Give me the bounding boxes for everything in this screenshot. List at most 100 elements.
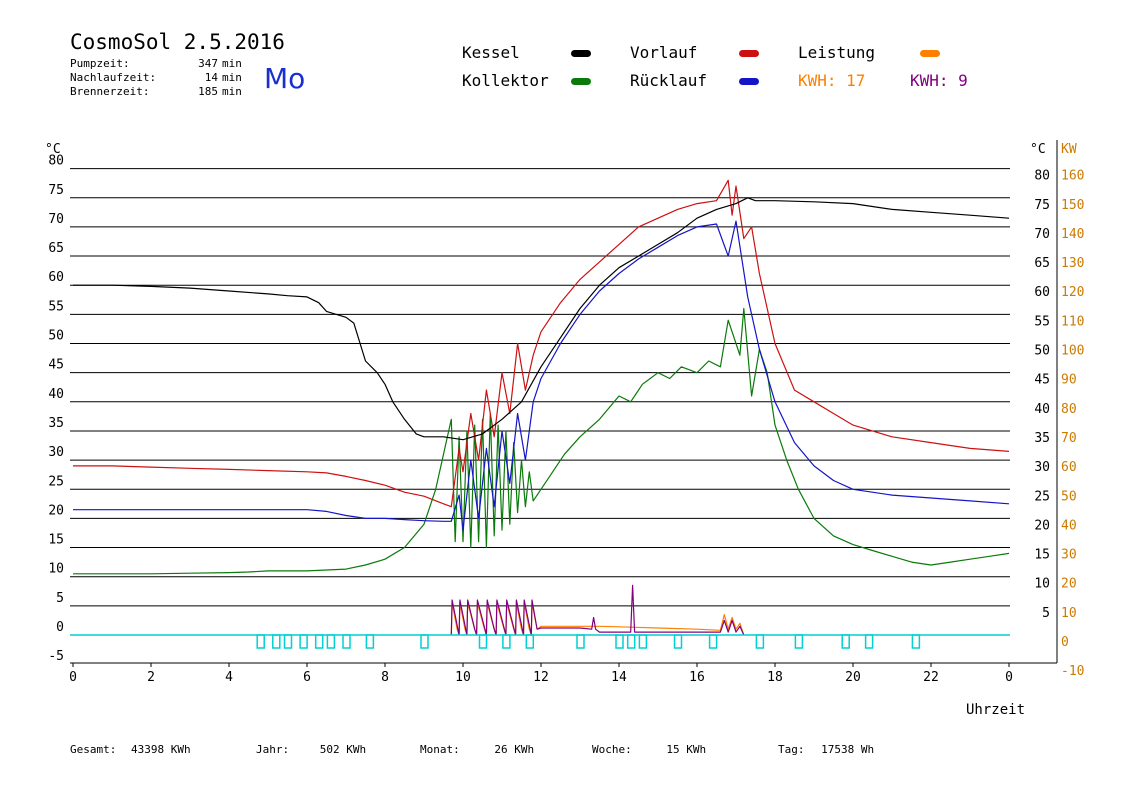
- footer-monat: Monat: 26 KWh: [420, 743, 534, 756]
- x-tick-label: 0: [69, 670, 77, 685]
- y-tick-right: 10: [1034, 577, 1050, 592]
- grid: [70, 168, 1010, 636]
- series: [73, 179, 1010, 636]
- y-tick-right: 65: [1034, 256, 1050, 271]
- stat-label: Nachlaufzeit:: [70, 71, 157, 84]
- y-tick-left: 15: [48, 533, 64, 548]
- y-tick-left: 70: [48, 212, 64, 227]
- y-tick-right: 25: [1034, 489, 1050, 504]
- pump-marker: [626, 634, 636, 649]
- y-tick-right-kw: 100: [1061, 344, 1084, 359]
- pump-marker: [365, 634, 375, 649]
- legend-vorlauf-swatch: [739, 50, 759, 57]
- footer-woche: Woche: 15 KWh: [592, 743, 706, 756]
- y-tick-left: 5: [56, 591, 64, 606]
- y-tick-left: 50: [48, 329, 64, 344]
- y-tick-left: 25: [48, 474, 64, 489]
- pump-marker: [638, 634, 648, 649]
- y-tick-right-kw: 80: [1061, 402, 1077, 417]
- y-tick-right-kw: 140: [1061, 227, 1084, 242]
- y-tick-right-kw: -10: [1061, 664, 1084, 679]
- y-tick-right-kw: 90: [1061, 373, 1077, 388]
- pump-marker: [794, 634, 804, 649]
- series-line-ruecklauf: [73, 220, 1010, 531]
- y-tick-right-kw: 110: [1061, 314, 1084, 329]
- pump-marker: [283, 634, 293, 649]
- y-tick-right: 30: [1034, 460, 1050, 475]
- legend-kessel: Kessel: [462, 43, 520, 62]
- x-tick-label: 22: [923, 670, 939, 685]
- legend-kessel-swatch: [571, 50, 591, 57]
- y-tick-left: 20: [48, 503, 64, 518]
- footer-gesamt: Gesamt: 43398 KWh: [70, 743, 191, 756]
- pump-marker: [342, 634, 351, 649]
- y-tick-left: 65: [48, 241, 64, 256]
- footer-tag-label: Tag:: [778, 743, 805, 756]
- stat-unit: min: [222, 71, 242, 84]
- pump-marker: [314, 634, 324, 649]
- y-tick-right-kw: 150: [1061, 198, 1084, 213]
- y-axis-unit-left: °C: [45, 142, 61, 157]
- series-line-kollektor: [73, 307, 1010, 575]
- legend-leistung-swatch: [920, 50, 940, 57]
- pump-marker: [502, 634, 511, 649]
- footer-gesamt-label: Gesamt:: [70, 743, 117, 756]
- footer-gesamt-value: 43398 KWh: [130, 743, 191, 756]
- stat-unit: min: [222, 85, 242, 98]
- legend-leistung: Leistung: [798, 43, 876, 62]
- y-axis-unit-right: °C: [1030, 142, 1046, 157]
- pump-marker: [673, 634, 683, 649]
- y-tick-left: 40: [48, 387, 64, 402]
- y-tick-right-kw: 120: [1061, 285, 1084, 300]
- pump-marker: [615, 634, 624, 649]
- footer-monat-value: 26 KWh: [494, 743, 535, 756]
- y-tick-left: 80: [48, 154, 64, 169]
- pump-marker: [478, 634, 488, 649]
- y-tick-right-kw: 130: [1061, 256, 1084, 271]
- y-tick-right: 20: [1034, 518, 1050, 533]
- y-tick-left: -5: [48, 649, 64, 664]
- x-tick-label: 2: [147, 670, 155, 685]
- legend-kollektor: Kollektor: [462, 71, 549, 90]
- series-line-kwh2: [450, 584, 745, 636]
- y-tick-left: 75: [48, 183, 64, 198]
- footer-jahr: Jahr: 502 KWh: [256, 743, 366, 756]
- footer-tag-value: 17538 Wh: [821, 743, 875, 756]
- pump-marker: [841, 634, 850, 649]
- legend-ruecklauf-swatch: [739, 78, 759, 85]
- legend-vorlauf: Vorlauf: [630, 43, 698, 62]
- pump-marker: [708, 634, 718, 649]
- pump-markers: [70, 634, 1010, 649]
- chart-title: CosmoSol 2.5.2016: [70, 30, 285, 54]
- pump-marker: [755, 634, 765, 649]
- stat-label: Brennerzeit:: [70, 85, 150, 98]
- y-tick-left: 45: [48, 358, 64, 373]
- x-tick-label: 8: [381, 670, 389, 685]
- y-tick-right-kw: 20: [1061, 577, 1077, 592]
- x-tick-label: 10: [455, 670, 471, 685]
- x-tick-label: 0: [1005, 670, 1013, 685]
- footer-jahr-value: 502 KWh: [319, 743, 367, 756]
- stat-brennerzeit: Brennerzeit: 185 min: [70, 85, 242, 98]
- y-tick-right-kw: 70: [1061, 431, 1077, 446]
- stat-value: 347: [198, 57, 218, 70]
- footer-woche-label: Woche:: [592, 743, 632, 756]
- x-tick-label: 18: [767, 670, 783, 685]
- pump-marker: [326, 634, 336, 649]
- x-tick-label: 14: [611, 670, 627, 685]
- y-tick-right: 40: [1034, 402, 1050, 417]
- y-tick-right-kw: 160: [1061, 169, 1084, 184]
- x-axis-label: Uhrzeit: [966, 702, 1025, 718]
- y-tick-right-kw: 0: [1061, 635, 1069, 650]
- stat-nachlaufzeit: Nachlaufzeit: 14 min: [70, 71, 242, 84]
- pump-marker: [299, 634, 308, 649]
- y-tick-right: 80: [1034, 169, 1050, 184]
- y-axis-unit-right-kw: KW: [1061, 142, 1077, 157]
- stat-unit: min: [222, 57, 242, 70]
- x-tick-label: 20: [845, 670, 861, 685]
- axes: -505101520253035404550556065707580510152…: [48, 140, 1084, 685]
- stat-value: 185: [198, 85, 218, 98]
- y-tick-right-kw: 60: [1061, 460, 1077, 475]
- pump-marker: [525, 634, 535, 649]
